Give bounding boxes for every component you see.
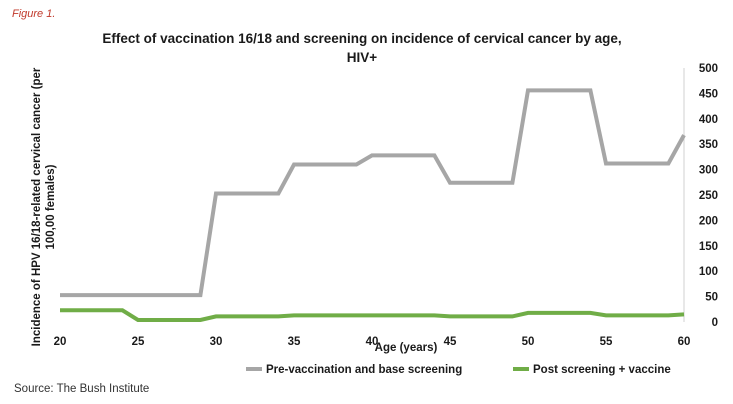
legend: Pre-vaccination and base screening Post …	[246, 364, 671, 376]
y-tick-label: 500	[699, 63, 718, 75]
y-axis-label-line-2: 100,00 females)	[45, 164, 57, 249]
y-tick-label: 450	[699, 88, 718, 100]
x-tick-label: 35	[288, 336, 301, 348]
y-tick-label: 250	[699, 190, 718, 202]
figure-label: Figure 1.	[12, 8, 56, 20]
y-tick-labels: 0 50 100 150 200 250 300 350 400 450 500	[699, 63, 718, 329]
x-tick-label: 20	[54, 336, 67, 348]
x-tick-label: 50	[522, 336, 535, 348]
x-tick-labels: 20 25 30 35 40 45 50 55 60	[54, 336, 691, 348]
x-tick-label: 45	[444, 336, 457, 348]
y-axis-label: Incidence of HPV 16/18-related cervical …	[31, 67, 57, 346]
x-tick-label: 60	[678, 336, 691, 348]
chart-title-line-1: Effect of vaccination 16/18 and screenin…	[102, 31, 621, 46]
x-tick-label: 40	[366, 336, 379, 348]
series-line-pre-vaccination	[60, 88, 686, 298]
x-tick-label: 30	[210, 336, 223, 348]
y-tick-label: 400	[699, 114, 718, 126]
y-axis-label-line-1: Incidence of HPV 16/18-related cervical …	[31, 67, 43, 346]
series-line-post-screening	[60, 308, 685, 322]
x-axis-label: Age (years)	[375, 342, 438, 354]
x-tick-label: 55	[600, 336, 613, 348]
source-note: Source: The Bush Institute	[14, 383, 150, 395]
x-tick-label: 25	[132, 336, 145, 348]
legend-label-post-screening: Post screening + vaccine	[533, 364, 671, 376]
y-tick-label: 150	[699, 241, 718, 253]
y-tick-label: 50	[705, 292, 718, 304]
y-tick-label: 0	[712, 317, 718, 329]
legend-label-pre-vaccination: Pre-vaccination and base screening	[266, 364, 462, 376]
y-tick-label: 350	[699, 139, 718, 151]
y-tick-label: 200	[699, 215, 718, 227]
y-tick-label: 100	[699, 266, 718, 278]
y-tick-label: 300	[699, 165, 718, 177]
series-lines	[60, 88, 686, 322]
chart-title-line-2: HIV+	[347, 50, 378, 65]
